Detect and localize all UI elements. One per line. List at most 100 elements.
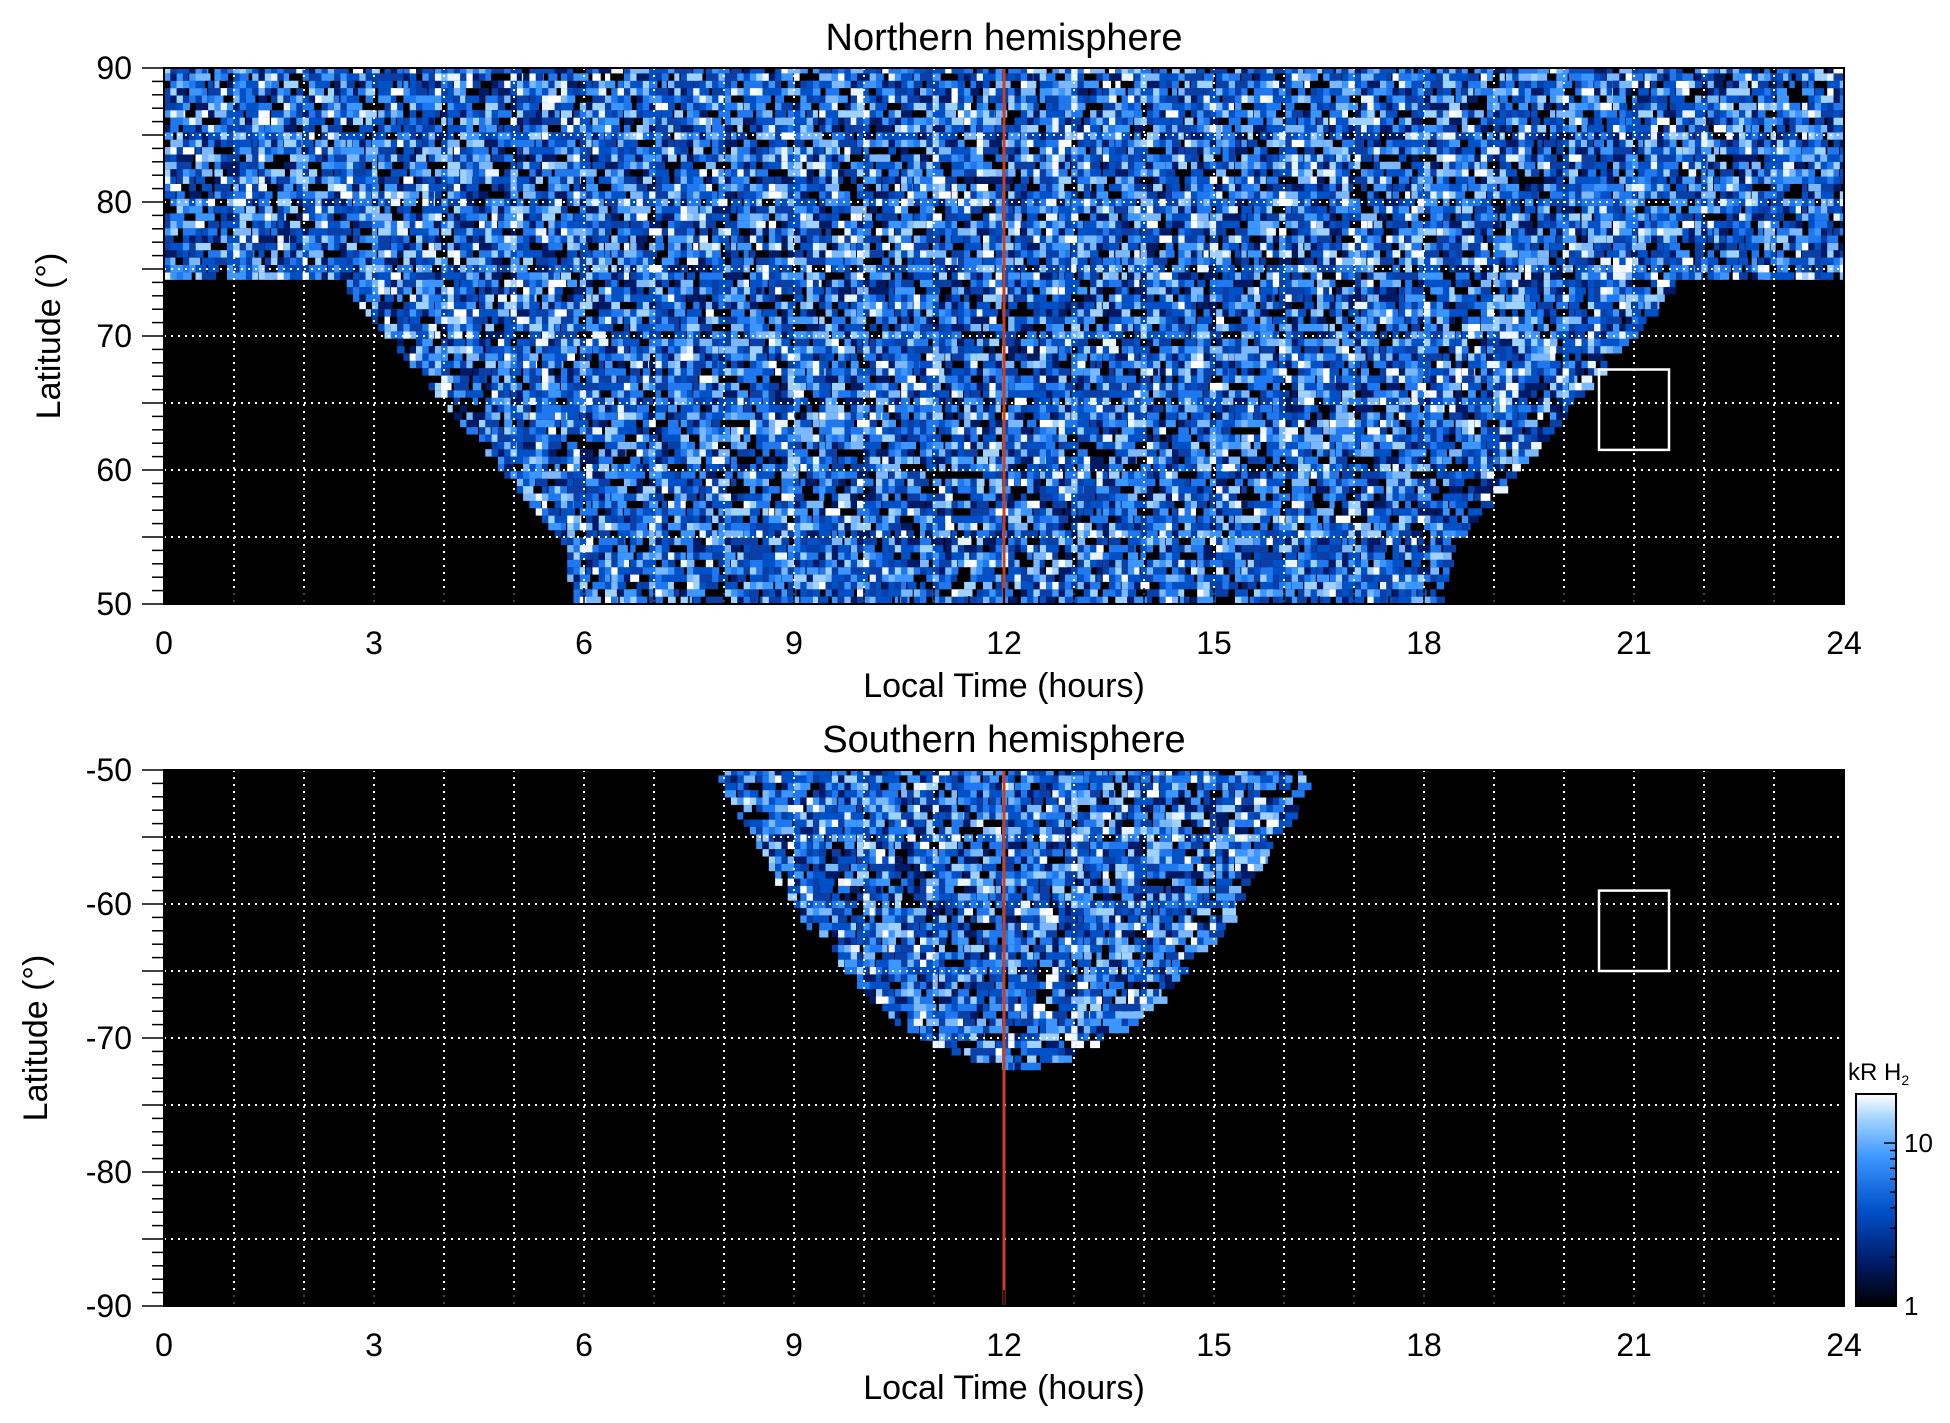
north-emission-cell-1572 (510, 68, 521, 74)
north-emission-cell-320 (252, 183, 264, 192)
north-emission-cell-1195 (453, 213, 460, 221)
north-emission-cell-777 (371, 183, 380, 192)
north-emission-cell-3041 (680, 80, 693, 89)
north-emission-cell-4811 (882, 220, 890, 229)
north-emission-cell-2627 (636, 176, 642, 184)
north-emission-cell-1158 (447, 154, 453, 162)
north-emission-cell-1432 (491, 139, 504, 148)
north-emission-cell-3851 (775, 301, 786, 310)
north-emission-cell-788 (378, 309, 389, 317)
north-emission-cell-4432 (838, 220, 848, 229)
north-emission-cell-955 (409, 117, 418, 125)
north-emission-cell-3246 (705, 316, 716, 324)
north-emission-cell-340 (258, 228, 267, 236)
north-emission-cell-3117 (693, 478, 703, 487)
north-emission-cell-4414 (838, 390, 851, 398)
north-emission-cell-4924 (894, 272, 902, 280)
north-emission-cell-4171 (812, 522, 825, 531)
north-emission-cell-2251 (598, 530, 611, 538)
north-emission-cell-99 (189, 183, 196, 192)
north-emission-cell-4301 (825, 368, 836, 376)
north-emission-cell-1846 (548, 301, 556, 310)
north-emission-cell-1315 (472, 169, 482, 177)
north-emission-cell-950 (409, 161, 416, 170)
north-emission-cell-2970 (674, 169, 685, 177)
north-emission-cell-673 (346, 169, 356, 177)
north-emission-cell-983 (416, 183, 424, 192)
north-emission-cell-833 (384, 161, 393, 170)
north-emission-cell-4006 (794, 508, 808, 516)
north-emission-cell-250 (233, 139, 240, 148)
north-emission-cell-2085 (579, 567, 586, 575)
north-emission-cell-3965 (787, 353, 799, 361)
north-emission-cell-555 (315, 154, 321, 162)
north-emission-cell-2505 (623, 220, 630, 229)
north-emission-cell-1719 (529, 68, 539, 74)
north-emission-cell-3435 (724, 80, 733, 89)
north-emission-cell-4988 (901, 228, 913, 236)
north-emission-cell-1789 (542, 338, 550, 347)
north-emission-cell-4429 (838, 257, 844, 265)
north-emission-cell-3347 (718, 434, 733, 442)
north-emission-cell-2479 (623, 478, 634, 487)
north-emission-cell-2055 (573, 316, 579, 324)
north-emission-cell-4722 (875, 515, 886, 523)
north-emission-cell-710 (359, 301, 366, 310)
north-emission-cell-2637 (636, 80, 647, 89)
north-emission-cell-4418 (838, 360, 846, 369)
north-emission-cell-3291 (712, 412, 723, 420)
north-emission-cell-1331 (479, 375, 485, 383)
north-emission-cell-411 (277, 206, 287, 214)
north-emission-cell-3639 (749, 213, 763, 221)
north-emission-cell-4804 (882, 309, 894, 317)
north-emission-cell-4683 (869, 434, 883, 442)
north-emission-cell-4297 (825, 397, 833, 405)
north-emission-cell-2776 (655, 390, 661, 398)
north-emission-cell-1203 (453, 125, 467, 133)
north-emission-cell-4174 (812, 500, 824, 509)
north-emission-cell-3785 (768, 419, 777, 428)
north-emission-cell-4490 (844, 132, 854, 140)
north-emission-cell-879 (397, 265, 404, 273)
north-emission-cell-79 (182, 176, 193, 184)
north-emission-cell-1759 (535, 125, 548, 133)
north-emission-cell-3294 (712, 390, 724, 398)
north-emission-cell-855 (390, 220, 399, 229)
north-emission-cell-1814 (542, 110, 551, 118)
north-emission-cell-2267 (598, 382, 608, 391)
north-emission-cell-1968 (567, 559, 577, 568)
north-emission-cell-837 (384, 125, 396, 133)
north-emission-cell-771 (371, 228, 377, 236)
north-emission-cell-3783 (768, 434, 776, 442)
north-emission-cell-1383 (485, 257, 497, 265)
north-emission-cell-3061 (686, 449, 696, 457)
north-emission-cell-42 (170, 95, 180, 103)
north-emission-cell-2423 (617, 537, 625, 546)
north-emission-cell-4231 (819, 478, 832, 487)
north-emission-cell-3578 (743, 206, 755, 214)
north-emission-cell-4613 (863, 589, 876, 597)
north-emission-cell-4080 (800, 338, 810, 347)
north-emission-cell-4469 (844, 346, 856, 354)
north-emission-cell-3877 (775, 68, 784, 74)
north-emission-cell-1983 (567, 441, 578, 450)
north-emission-cell-438 (283, 132, 295, 140)
north-emission-cell-4300 (825, 375, 837, 383)
north-emission-cell-3881 (781, 567, 789, 575)
north-emission-cell-4251 (819, 316, 825, 324)
north-emission-cell-2703 (649, 522, 657, 531)
north-emission-cell-2171 (586, 228, 594, 236)
north-emission-cell-860 (390, 154, 400, 162)
north-emission-cell-537 (308, 102, 314, 111)
north-emission-cell-318 (252, 198, 265, 207)
north-emission-cell-3951 (787, 464, 795, 472)
north-emission-cell-3281 (712, 500, 723, 509)
north-emission-cell-4862 (888, 287, 894, 295)
north-emission-cell-2008 (567, 220, 575, 229)
north-emission-cell-308 (245, 80, 260, 89)
north-emission-cell-1313 (472, 191, 479, 199)
north-emission-cell-3659 (756, 552, 765, 560)
north-emission-cell-2252 (598, 522, 606, 531)
north-emission-cell-712 (359, 287, 370, 295)
north-emission-cell-4967 (901, 405, 908, 413)
